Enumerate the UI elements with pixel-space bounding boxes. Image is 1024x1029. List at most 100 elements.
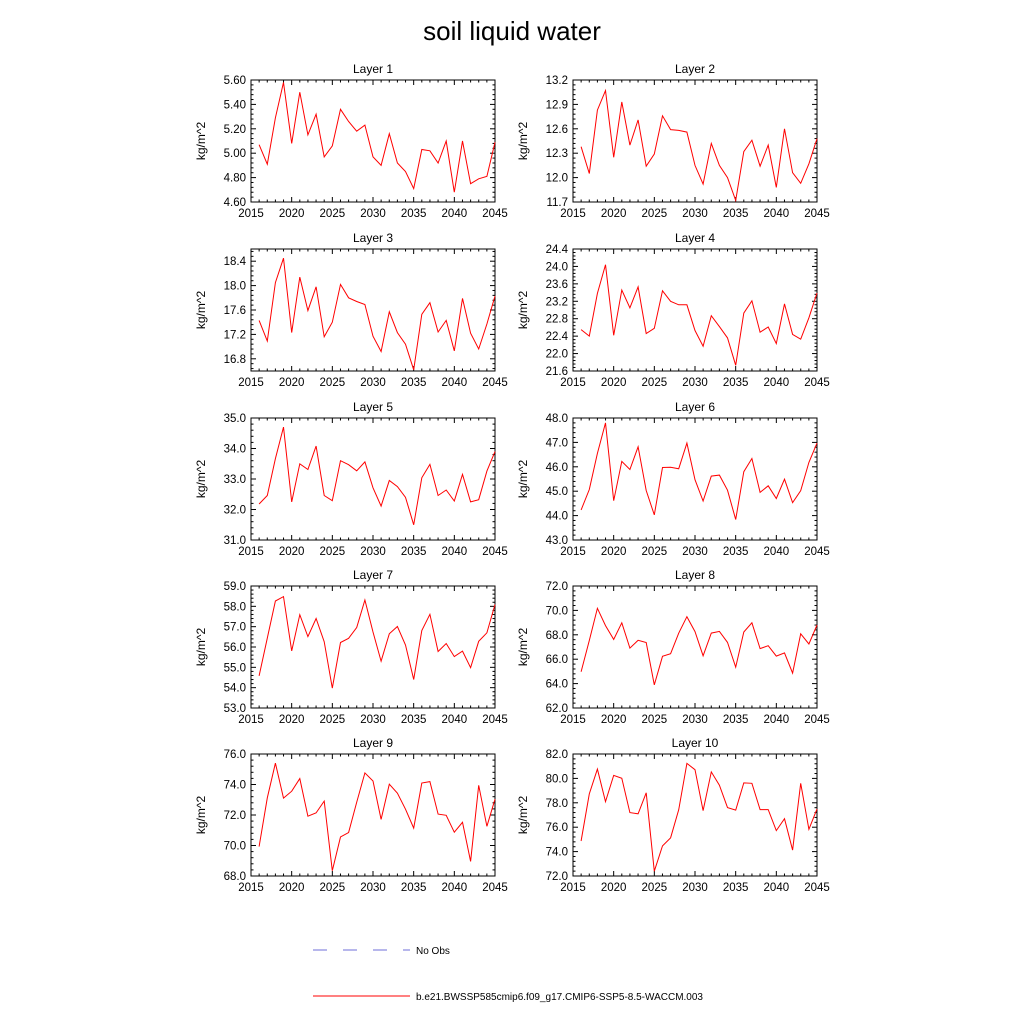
panel-10: Layer 10 kg/m^2 2015 2020 2025 2030 2035 2040 20… [516,736,830,894]
x-tick-label: 2020 [279,546,305,558]
x-tick-label: 2030 [682,546,708,558]
panel-5: Layer 5 kg/m^2 2015 2020 2025 2030 2035 2040 204… [194,400,508,558]
y-tick-label: 56.0 [224,642,246,654]
x-tick-label: 2020 [279,714,305,726]
y-tick-label: 12.6 [546,124,568,136]
y-tick-label: 31.0 [224,535,246,547]
x-tick-label: 2015 [560,714,586,726]
y-tick-label: 82.0 [546,749,568,761]
series-line [580,264,818,366]
panel-title: Layer 2 [675,62,715,76]
y-axis-label: kg/m^2 [516,628,530,667]
y-tick-label: 55.0 [224,662,246,674]
x-tick-label: 2035 [723,208,749,220]
y-tick-label: 45.0 [546,486,568,498]
x-tick-label: 2015 [560,208,586,220]
y-tick-label: 43.0 [546,535,568,547]
x-tick-label: 2030 [360,208,386,220]
y-tick-label: 4.80 [224,173,246,185]
y-tick-label: 78.0 [546,798,568,810]
x-tick-label: 2045 [804,377,830,389]
x-tick-label: 2020 [279,377,305,389]
x-tick-label: 2025 [642,546,668,558]
x-tick-label: 2025 [642,208,668,220]
x-tick-label: 2035 [723,882,749,894]
y-tick-label: 54.0 [224,683,246,695]
x-tick-label: 2040 [442,377,468,389]
y-tick-label: 74.0 [224,780,246,792]
y-tick-label: 4.60 [224,197,246,209]
x-tick-label: 2030 [682,377,708,389]
x-tick-label: 2030 [682,882,708,894]
y-axis-label: kg/m^2 [516,291,530,330]
series-line [258,258,496,370]
x-tick-label: 2015 [238,208,264,220]
x-tick-label: 2015 [560,377,586,389]
y-tick-label: 46.0 [546,462,568,474]
x-tick-label: 2020 [279,208,305,220]
y-tick-label: 5.00 [224,148,246,160]
panel-title: Layer 4 [675,231,715,245]
panel-title: Layer 8 [675,568,715,582]
y-tick-label: 32.0 [224,505,246,517]
y-tick-label: 17.2 [224,329,246,341]
panel-2: Layer 2 kg/m^2 2015 2020 2025 2030 2035 2040 204… [516,62,830,220]
y-tick-label: 80.0 [546,773,568,785]
x-tick-label: 2025 [320,882,346,894]
x-tick-label: 2045 [482,714,508,726]
y-tick-label: 22.0 [546,349,568,361]
panel-title: Layer 7 [353,568,393,582]
y-tick-label: 68.0 [224,871,246,883]
y-tick-label: 13.2 [546,75,568,87]
plot-frame [572,753,818,877]
series-line [580,606,818,686]
y-tick-label: 11.7 [546,197,568,209]
y-tick-label: 62.0 [546,703,568,715]
y-tick-label: 24.0 [546,261,568,273]
y-tick-label: 72.0 [224,810,246,822]
x-tick-label: 2035 [401,714,427,726]
x-tick-label: 2030 [360,377,386,389]
x-tick-label: 2035 [401,208,427,220]
figure-title: soil liquid water [423,16,601,46]
x-tick-label: 2045 [804,714,830,726]
y-tick-label: 47.0 [546,437,568,449]
x-tick-label: 2035 [723,377,749,389]
legend: No Obs b.e21.BWSSP585cmip6.f09_g17.CMIP6… [313,946,703,1003]
y-tick-label: 33.0 [224,474,246,486]
y-tick-label: 17.6 [224,305,246,317]
y-tick-label: 76.0 [224,749,246,761]
x-tick-label: 2025 [642,714,668,726]
x-tick-label: 2030 [682,208,708,220]
x-tick-label: 2035 [723,546,749,558]
plot-frame [250,248,496,372]
y-tick-label: 12.0 [546,173,568,185]
x-tick-label: 2015 [238,377,264,389]
panel-8: Layer 8 kg/m^2 2015 2020 2025 2030 2035 2040 204… [516,568,830,726]
x-tick-label: 2045 [482,546,508,558]
y-tick-label: 48.0 [546,413,568,425]
x-tick-label: 2045 [482,377,508,389]
x-tick-label: 2025 [642,882,668,894]
x-tick-label: 2045 [804,882,830,894]
y-tick-label: 34.0 [224,444,246,456]
panel-title: Layer 10 [672,736,719,750]
x-tick-label: 2015 [238,882,264,894]
x-tick-label: 2015 [238,714,264,726]
y-tick-label: 22.4 [546,331,569,343]
x-tick-label: 2030 [360,714,386,726]
plot-frame [250,79,496,203]
y-tick-label: 70.0 [546,605,568,617]
panel-1: Layer 1 kg/m^2 2015 2020 2025 2030 2035 2040 204… [194,62,508,220]
y-tick-label: 24.4 [546,244,569,256]
y-tick-label: 72.0 [546,871,568,883]
y-tick-label: 35.0 [224,413,246,425]
y-axis-label: kg/m^2 [516,460,530,499]
y-tick-label: 16.8 [224,354,246,366]
y-tick-label: 5.60 [224,75,246,87]
x-tick-label: 2035 [401,546,427,558]
x-tick-label: 2040 [442,714,468,726]
y-tick-label: 64.0 [546,679,568,691]
panel-7: Layer 7 kg/m^2 2015 2020 2025 2030 2035 2040 204… [194,568,508,726]
series-line [258,595,496,689]
